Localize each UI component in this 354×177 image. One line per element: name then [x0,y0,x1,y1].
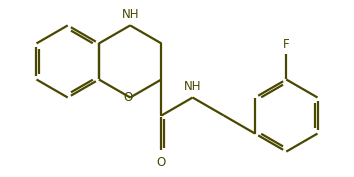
Text: NH: NH [121,8,139,21]
Text: O: O [124,91,133,104]
Text: NH: NH [184,80,201,93]
Text: O: O [157,156,166,169]
Text: F: F [283,38,290,51]
